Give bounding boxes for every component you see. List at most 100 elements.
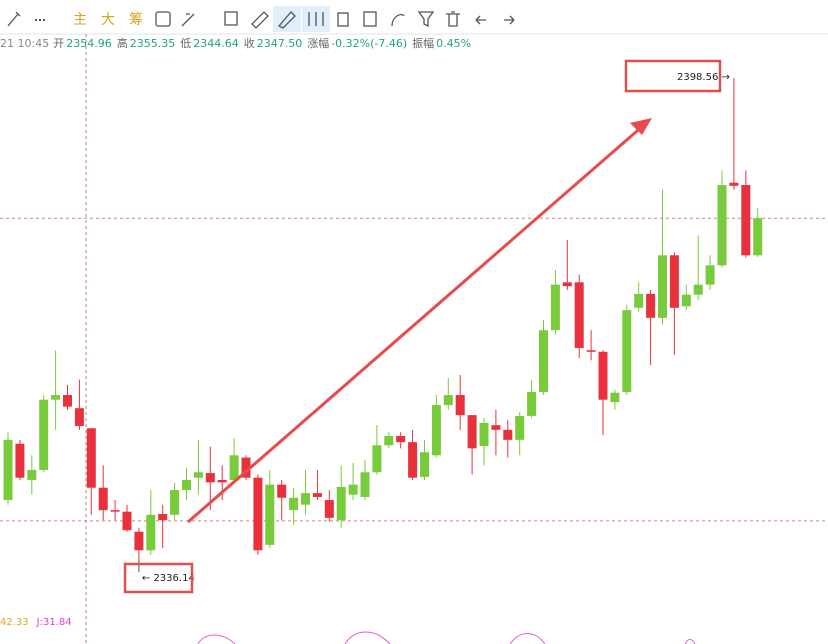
note-icon[interactable] [363,11,377,27]
candle-body [158,513,168,521]
candle-body [336,486,346,521]
toolbar-button[interactable]: 筹 [129,11,143,28]
quote-value: 0.45% [436,37,471,50]
candle-body [396,435,406,443]
candle-body [312,493,322,497]
candle-body [217,480,227,483]
toolbar [0,0,828,34]
icon[interactable] [224,11,238,26]
quote-value: 2355.35 [130,37,176,50]
candle-body [182,480,191,491]
plot: 2398.56 → ← 2336.14 [0,72,828,584]
brush-icon[interactable] [7,11,21,27]
candle-body [74,408,84,426]
candle-body [669,255,679,308]
toolbar-icons [7,6,515,32]
candle-body [301,493,310,505]
candle-body [693,284,703,295]
candle-body [467,415,477,449]
low-label: ← 2336.14 [142,573,195,584]
delete-icon[interactable] [446,11,460,27]
candle-body [348,484,358,495]
indicator-value: J:31.84 [36,617,72,628]
quote-value: 2344.64 [193,37,239,50]
candle-body [598,351,608,400]
candle-body [170,490,180,515]
filter-icon[interactable] [417,11,435,28]
high-label: 2398.56 → [677,72,730,83]
candle-body [372,445,382,473]
candle-body [51,395,61,400]
candle-body [634,293,644,308]
high-highlight-box [624,59,722,93]
candle-body [253,477,263,551]
candle-body [241,457,251,478]
candle-body [122,511,132,531]
quote-value: 2354.96 [66,37,112,50]
trend-arrow-head [630,118,652,135]
candle-body [646,293,656,318]
candle-body [408,442,418,478]
indicator-value: 42.33 [0,617,29,628]
candle-body [265,484,275,545]
candle-body [705,265,715,285]
candle-body [753,218,763,256]
quote-label: 高 [117,36,128,50]
quote-label: 收 [244,36,255,50]
low-highlight-box [123,562,194,594]
candle-body [205,473,215,483]
candle-body [3,439,13,501]
candle-body [110,510,120,512]
toolbar-button[interactable]: 主 [73,12,87,28]
icon[interactable] [181,13,195,27]
toolbar-button[interactable]: 大 [101,12,115,28]
candle-body [717,185,727,266]
candle-body [455,395,465,416]
candle-body [86,428,96,488]
candle-body [729,182,739,186]
candle-body [229,455,239,480]
undo-icon[interactable] [475,15,486,25]
quote-value: -0.32%(-7.46) [331,37,407,50]
pen-icon[interactable] [277,11,296,29]
icon[interactable] [337,12,349,27]
candle-body [27,469,37,480]
candle-body [324,500,334,518]
candle-body [277,484,287,498]
quote-label: 低 [180,37,191,50]
candle-body [360,472,370,497]
candle-body [491,425,501,430]
candle-body [562,282,572,287]
candle-body [515,415,525,440]
candle-body [431,405,441,456]
redo-icon[interactable] [504,15,515,25]
candle-body [550,284,560,331]
ruler-icon[interactable] [251,11,269,29]
candle-body [134,531,144,551]
candle-body [39,399,49,470]
candle-body [539,330,548,392]
icon[interactable] [155,11,171,27]
quote-label: 开 [53,37,64,50]
candle-body [622,310,632,392]
active-tool-bg [273,6,301,32]
candle-body [146,514,156,551]
quote-value: 2347.50 [257,37,303,50]
candle-body [63,395,72,407]
candle-body [658,255,667,318]
candle-body [681,294,691,307]
candle-icon[interactable] [308,12,324,26]
quote-label: 振幅 [412,36,434,50]
candle-body [741,185,751,256]
candle-body [574,282,584,348]
trend-arrow [187,122,646,524]
candle-body [586,350,596,352]
candle-body [193,472,203,478]
icon[interactable] [391,13,405,27]
candle-body [443,395,453,406]
candle-body [503,429,513,440]
candle-body [384,435,394,446]
candle-body [420,452,429,477]
